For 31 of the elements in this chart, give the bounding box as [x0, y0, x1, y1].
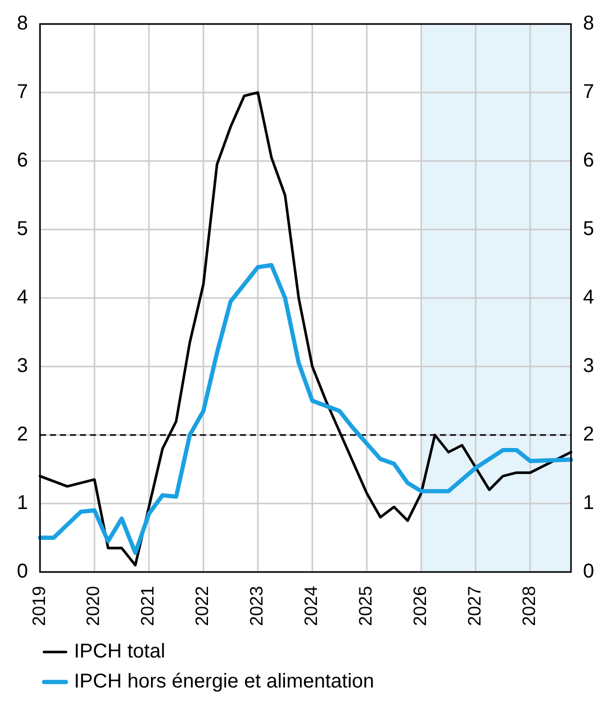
legend-label: IPCH total [74, 640, 166, 662]
y-tick-label: 4 [16, 286, 28, 308]
y-tick-label: 2 [16, 423, 28, 446]
x-tick-label: 2025 [356, 586, 376, 626]
y-tick-label: 6 [16, 149, 28, 172]
x-tick-label: 2021 [138, 586, 158, 626]
y-tick-label: 8 [16, 12, 28, 34]
x-tick-label: 2028 [518, 586, 539, 626]
x-tick-label: 2022 [192, 586, 212, 626]
y-tick-label: 5 [16, 218, 28, 240]
x-tick-label: 2024 [301, 586, 322, 626]
y2-tick-label: 2 [583, 423, 594, 446]
y2-tick-label: 6 [583, 149, 594, 172]
y-tick-label: 7 [16, 80, 28, 103]
y2-tick-label: 7 [583, 80, 594, 103]
x-tick-label: 2027 [464, 586, 484, 626]
x-tick-label: 2026 [410, 586, 430, 626]
y-tick-label: 3 [16, 354, 28, 377]
y-tick-label: 1 [16, 492, 28, 514]
y-tick-label: 0 [16, 560, 28, 582]
y2-tick-label: 4 [583, 286, 594, 308]
y2-tick-label: 8 [583, 12, 594, 34]
y2-tick-label: 5 [583, 218, 594, 240]
y2-tick-label: 0 [583, 560, 594, 582]
x-tick-label: 2023 [246, 586, 267, 626]
x-tick-label: 2020 [83, 586, 104, 626]
line-series [38, 263, 574, 555]
x-tick-label: 2019 [28, 586, 49, 626]
legend-label: IPCH hors énergie et alimentation [74, 670, 374, 692]
y2-tick-label: 3 [583, 354, 594, 377]
y2-tick-label: 1 [583, 492, 594, 514]
